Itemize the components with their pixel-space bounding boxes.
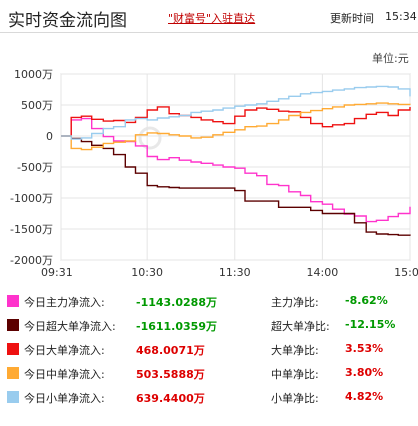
ratio-label: 主力净比: (271, 296, 319, 309)
x-tick-label: 09:31 (41, 266, 73, 279)
y-tick-label: -1000万 (10, 192, 53, 205)
legend-label: 今日超大单净流入: (24, 320, 116, 333)
y-tick-label: 0 (46, 130, 53, 143)
watermark-icon (138, 126, 162, 150)
legend-value: -1143.0288万 (136, 296, 217, 309)
legend-swatch (7, 343, 19, 355)
promo-link[interactable]: "财富号"入驻直达 (168, 12, 256, 25)
y-tick-label: -1500万 (10, 223, 53, 236)
ratio-label: 大单净比: (271, 344, 319, 357)
legend-row: 今日中单净流入: 503.5888万 中单净比: 3.80% (0, 360, 418, 384)
series-line-small (61, 85, 411, 140)
legend-label: 今日大单净流入: (24, 344, 105, 357)
legend-swatch (7, 367, 19, 379)
y-tick-label: 1000万 (14, 68, 53, 81)
series-line-medium (61, 102, 411, 151)
ratio-value: -12.15% (345, 318, 396, 331)
ratio-value: -8.62% (345, 294, 388, 307)
legend-label: 今日小单净流入: (24, 392, 105, 405)
legend-label: 今日主力净流入: (24, 296, 105, 309)
y-tick-label: -2000万 (10, 254, 53, 267)
legend-value: 468.0071万 (136, 344, 205, 357)
chart-header: 实时资金流向图 "财富号"入驻直达 更新时间 15:34 (0, 0, 418, 33)
ratio-label: 超大单净比: (271, 320, 330, 333)
legend-value: 503.5888万 (136, 368, 205, 381)
series-line-large (61, 106, 411, 137)
chart-title: 实时资金流向图 (8, 11, 127, 31)
ratio-label: 中单净比: (271, 368, 319, 381)
x-tick-label: 14:00 (307, 266, 339, 279)
ratio-value: 4.82% (345, 390, 384, 403)
unit-label: 单位:元 (372, 52, 409, 65)
series-lines (61, 85, 411, 236)
ratio-value: 3.80% (345, 366, 384, 379)
x-tick-label: 11:30 (219, 266, 251, 279)
legend-value: -1611.0359万 (136, 320, 217, 333)
x-tick-label: 10:30 (131, 266, 163, 279)
legend-swatch (7, 295, 19, 307)
legend-row: 今日主力净流入: -1143.0288万 主力净比: -8.62% (0, 288, 418, 312)
legend-row: 今日超大单净流入: -1611.0359万 超大单净比: -12.15% (0, 312, 418, 336)
legend-row: 今日小单净流入: 639.4400万 小单净比: 4.82% (0, 384, 418, 408)
y-tick-label: 500万 (21, 99, 53, 112)
x-tick-label: 15:00 (394, 266, 418, 279)
series-line-main (61, 117, 411, 223)
watermark-logo (138, 126, 162, 150)
ratio-value: 3.53% (345, 342, 384, 355)
legend-swatch (7, 319, 19, 331)
x-axis: 09:31 10:30 11:30 14:00 15:00 (41, 266, 418, 279)
series-line-super (61, 135, 411, 236)
y-tick-label: -500万 (17, 161, 53, 174)
legend-value: 639.4400万 (136, 392, 205, 405)
ratio-label: 小单净比: (271, 392, 319, 405)
legend-swatch (7, 391, 19, 403)
update-time-label: 更新时间 (330, 12, 374, 25)
update-time-value: 15:34 (385, 10, 417, 23)
legend-label: 今日中单净流入: (24, 368, 105, 381)
y-axis: 1000万 500万 0 -500万 -1000万 -1500万 -2000万 (10, 68, 53, 267)
legend-row: 今日大单净流入: 468.0071万 大单净比: 3.53% (0, 336, 418, 360)
